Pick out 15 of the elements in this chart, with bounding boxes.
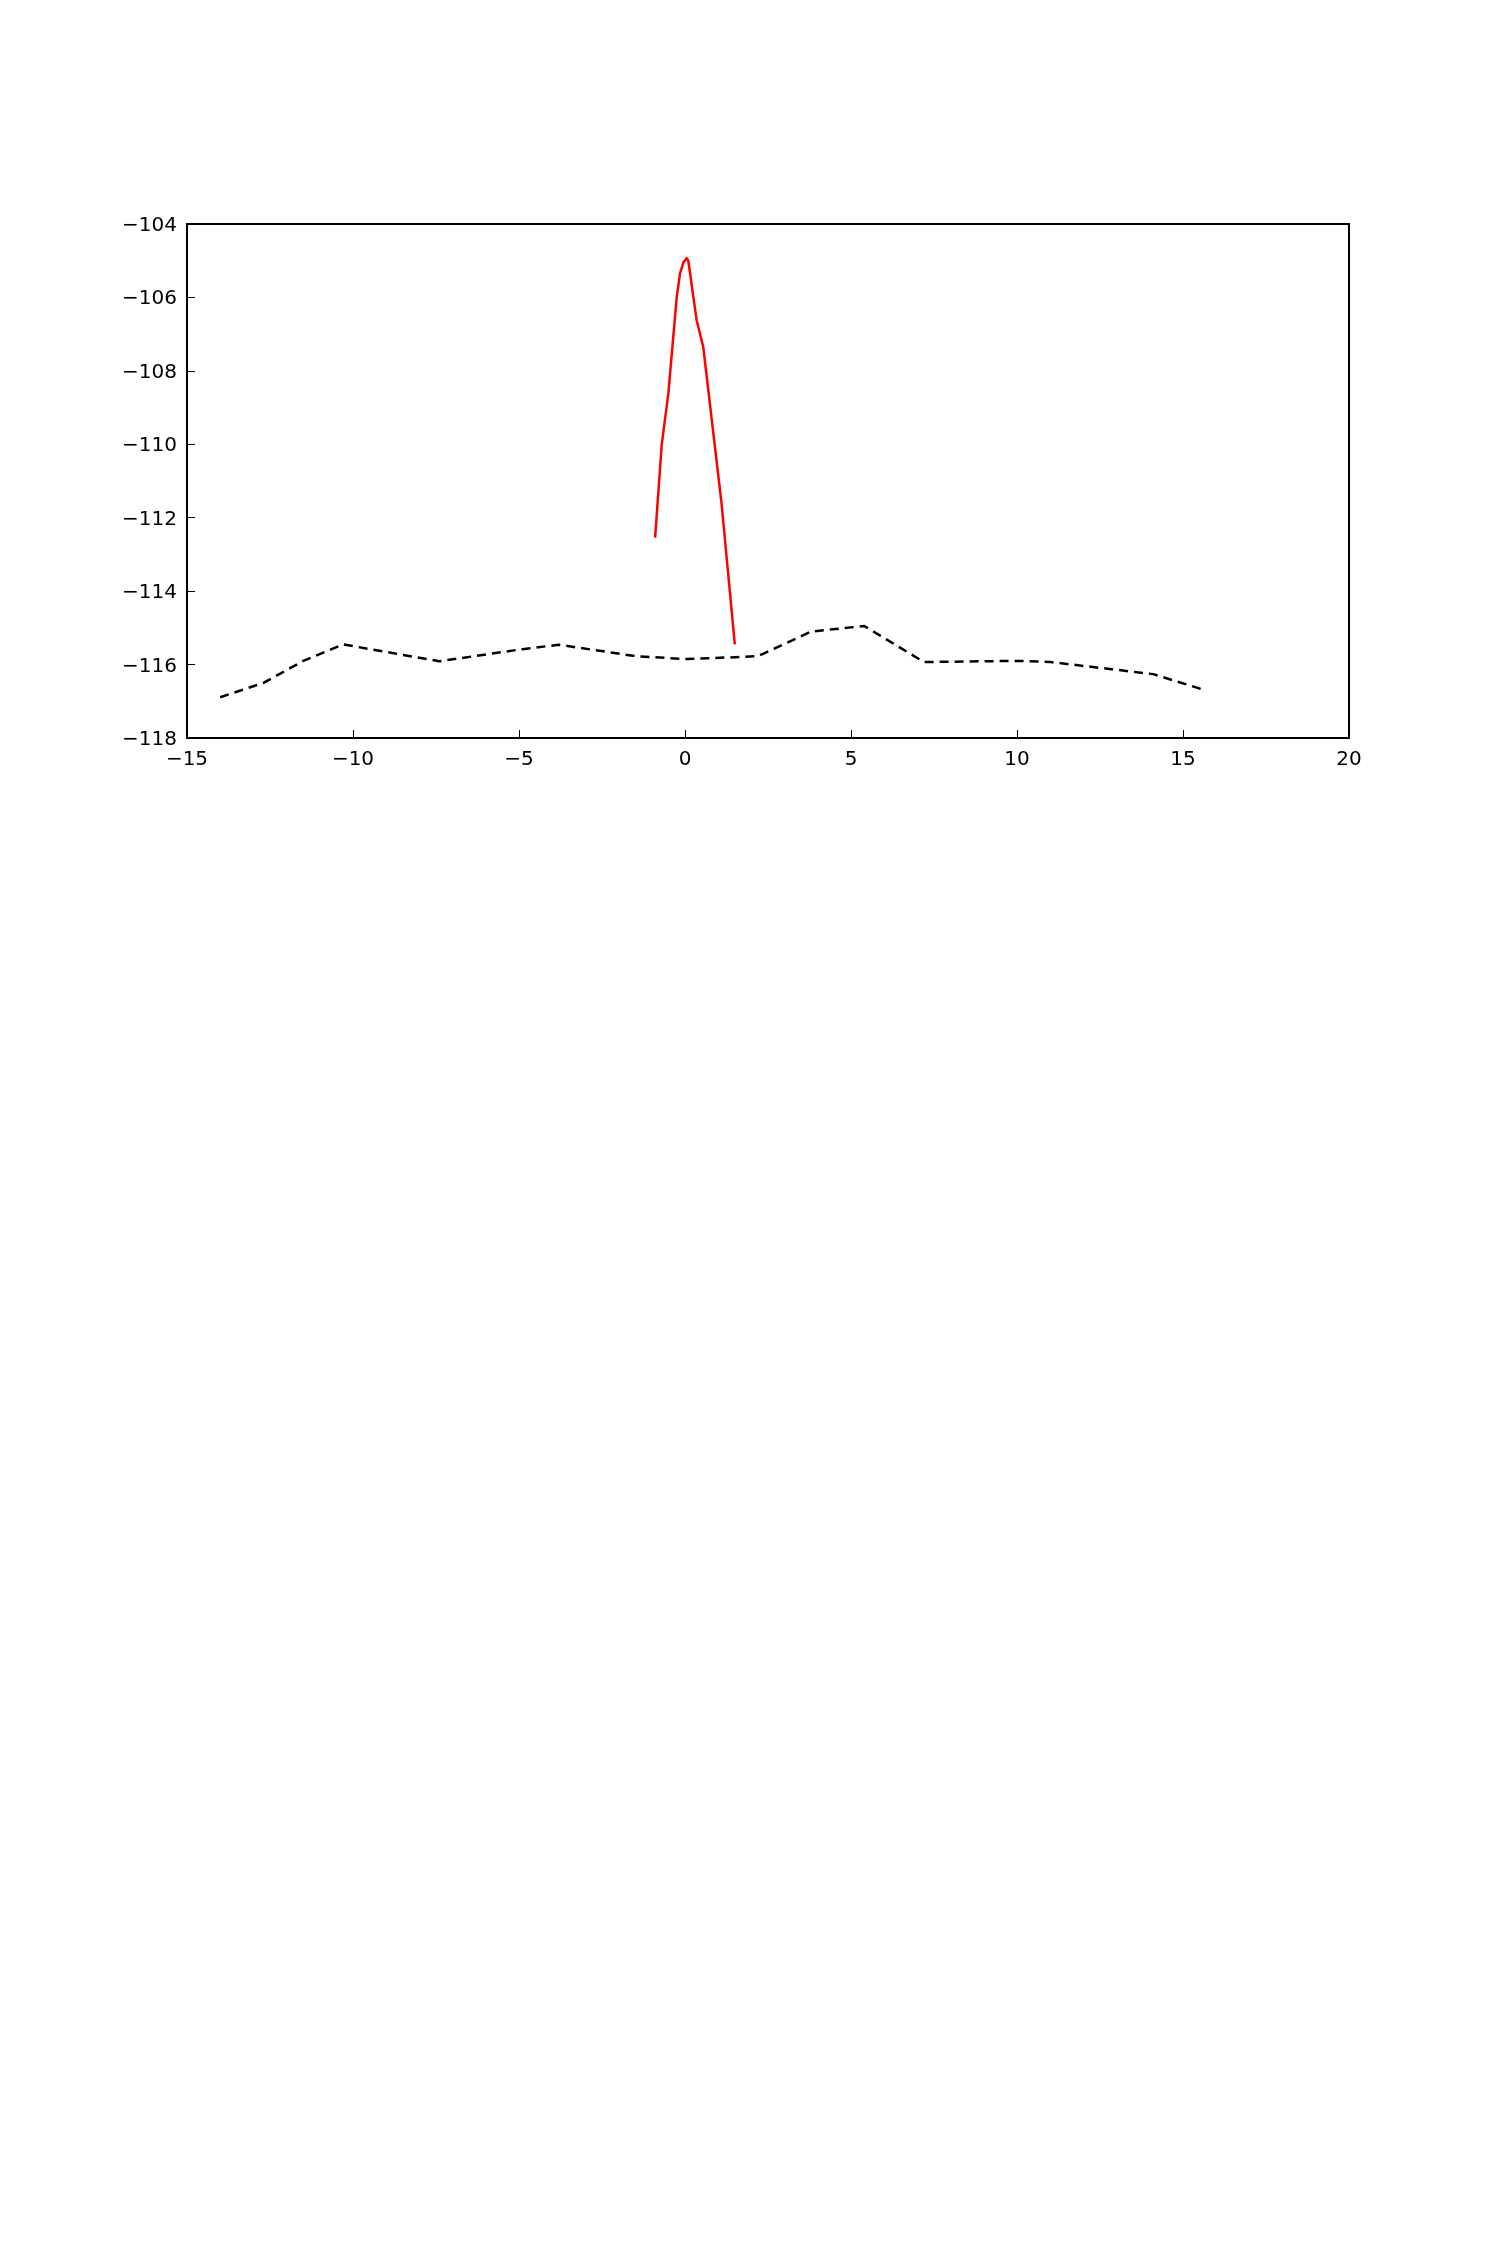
x-tick-label: −10 [331, 746, 375, 770]
y-tick-label: −116 [122, 652, 177, 677]
y-tick-label: −108 [122, 358, 177, 383]
y-tick-label: −106 [122, 285, 177, 310]
x-tick-label: −5 [504, 746, 534, 770]
y-tick-label: −110 [122, 432, 177, 457]
x-tick-label: 15 [1170, 746, 1196, 770]
line-series [653, 256, 737, 646]
y-tick-label: −114 [122, 579, 177, 604]
x-tick-label: 0 [678, 746, 692, 770]
x-tick-label: 10 [1004, 746, 1030, 770]
y-tick-label: −104 [122, 212, 177, 236]
x-tick-label: 5 [844, 746, 858, 770]
y-tick-label: −112 [122, 505, 177, 530]
x-tick-label: 20 [1336, 746, 1362, 770]
